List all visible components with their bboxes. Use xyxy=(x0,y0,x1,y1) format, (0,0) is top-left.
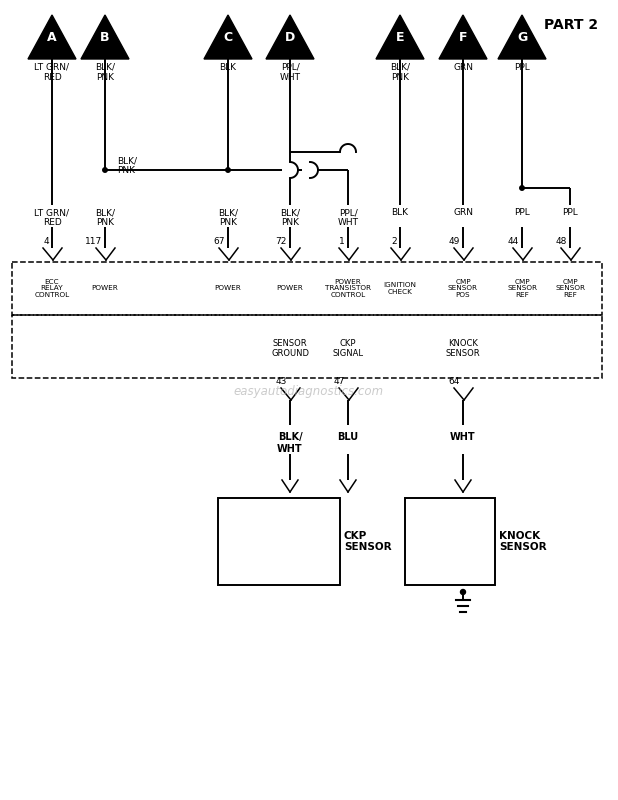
Text: BLK/
PNK: BLK/ PNK xyxy=(117,156,137,175)
Circle shape xyxy=(520,186,524,190)
Text: KNOCK
SENSOR: KNOCK SENSOR xyxy=(446,338,480,358)
Polygon shape xyxy=(28,15,76,59)
Text: CMP
SENSOR
REF: CMP SENSOR REF xyxy=(555,278,585,298)
Text: POWER
TRANSISTOR
CONTROL: POWER TRANSISTOR CONTROL xyxy=(325,278,371,298)
Text: BLK/
PNK: BLK/ PNK xyxy=(95,208,115,227)
Text: BLK/
PNK: BLK/ PNK xyxy=(390,63,410,82)
Text: BLK/
PNK: BLK/ PNK xyxy=(95,63,115,82)
Polygon shape xyxy=(376,15,424,59)
Text: 47: 47 xyxy=(334,377,345,386)
Text: CMP
SENSOR
REF: CMP SENSOR REF xyxy=(507,278,537,298)
Circle shape xyxy=(226,168,231,172)
Text: E: E xyxy=(396,31,404,44)
Bar xyxy=(218,498,340,585)
Text: POWER: POWER xyxy=(91,286,119,291)
Bar xyxy=(12,262,602,315)
Text: GRN: GRN xyxy=(453,63,473,72)
Text: 64: 64 xyxy=(449,377,460,386)
Text: 4: 4 xyxy=(43,237,49,246)
Text: 43: 43 xyxy=(276,377,287,386)
Text: KNOCK
SENSOR: KNOCK SENSOR xyxy=(499,530,547,552)
Text: D: D xyxy=(285,31,295,44)
Text: SENSOR
GROUND: SENSOR GROUND xyxy=(271,338,309,358)
Circle shape xyxy=(103,168,108,172)
Text: ECC
RELAY
CONTROL: ECC RELAY CONTROL xyxy=(35,278,70,298)
Text: POWER: POWER xyxy=(214,286,242,291)
Text: 67: 67 xyxy=(213,237,225,246)
Text: BLU: BLU xyxy=(337,432,358,442)
Text: 72: 72 xyxy=(276,237,287,246)
Text: PPL: PPL xyxy=(562,208,578,217)
Text: easyautodiagnostics.com: easyautodiagnostics.com xyxy=(234,386,384,398)
Text: GRN: GRN xyxy=(453,208,473,217)
Text: PPL: PPL xyxy=(514,63,530,72)
Text: CKP
SIGNAL: CKP SIGNAL xyxy=(332,338,363,358)
Text: BLK/
WHT: BLK/ WHT xyxy=(277,432,303,454)
Text: A: A xyxy=(47,31,57,44)
Polygon shape xyxy=(439,15,487,59)
Polygon shape xyxy=(498,15,546,59)
Text: BLK/
PNK: BLK/ PNK xyxy=(280,208,300,227)
Bar xyxy=(12,315,602,378)
Text: 49: 49 xyxy=(449,237,460,246)
Text: C: C xyxy=(224,31,232,44)
Text: LT GRN/
RED: LT GRN/ RED xyxy=(35,63,69,82)
Text: CMP
SENSOR
POS: CMP SENSOR POS xyxy=(448,278,478,298)
Text: PART 2: PART 2 xyxy=(544,18,598,32)
Circle shape xyxy=(460,590,465,594)
Text: G: G xyxy=(517,31,527,44)
Text: B: B xyxy=(100,31,110,44)
Text: 48: 48 xyxy=(556,237,567,246)
Polygon shape xyxy=(204,15,252,59)
Text: 117: 117 xyxy=(85,237,102,246)
Text: BLK: BLK xyxy=(391,208,408,217)
Text: 2: 2 xyxy=(391,237,397,246)
Text: IGNITION
CHECK: IGNITION CHECK xyxy=(384,282,417,295)
Text: PPL/
WHT: PPL/ WHT xyxy=(337,208,358,227)
Text: LT GRN/
RED: LT GRN/ RED xyxy=(35,208,69,227)
Text: BLK/
PNK: BLK/ PNK xyxy=(218,208,238,227)
Polygon shape xyxy=(266,15,314,59)
Text: 44: 44 xyxy=(508,237,519,246)
Text: PPL/
WHT: PPL/ WHT xyxy=(279,63,300,82)
Text: F: F xyxy=(459,31,467,44)
Text: WHT: WHT xyxy=(450,432,476,442)
Polygon shape xyxy=(81,15,129,59)
Text: BLK: BLK xyxy=(219,63,237,72)
Text: 1: 1 xyxy=(339,237,345,246)
Text: POWER: POWER xyxy=(277,286,303,291)
Text: PPL: PPL xyxy=(514,208,530,217)
Bar xyxy=(405,498,495,585)
Text: CKP
SENSOR: CKP SENSOR xyxy=(344,530,392,552)
